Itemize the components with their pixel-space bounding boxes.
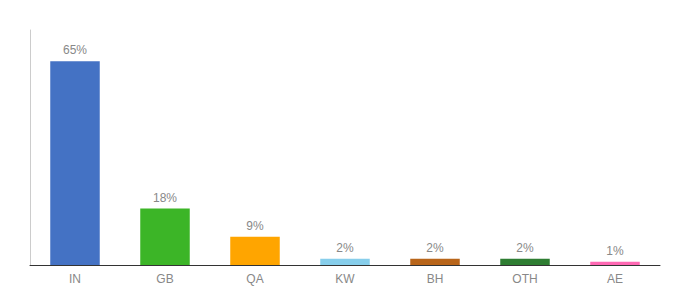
- svg-text:1%: 1%: [606, 244, 624, 258]
- svg-text:9%: 9%: [246, 219, 264, 233]
- svg-text:IN: IN: [69, 272, 81, 286]
- svg-text:65%: 65%: [63, 43, 87, 57]
- svg-text:KW: KW: [335, 272, 355, 286]
- svg-text:2%: 2%: [336, 241, 354, 255]
- svg-text:18%: 18%: [153, 191, 177, 205]
- svg-text:AE: AE: [607, 272, 623, 286]
- svg-text:OTH: OTH: [512, 272, 537, 286]
- svg-text:2%: 2%: [516, 241, 534, 255]
- svg-text:BH: BH: [427, 272, 444, 286]
- svg-text:QA: QA: [246, 272, 263, 286]
- svg-text:GB: GB: [156, 272, 173, 286]
- svg-text:2%: 2%: [426, 241, 444, 255]
